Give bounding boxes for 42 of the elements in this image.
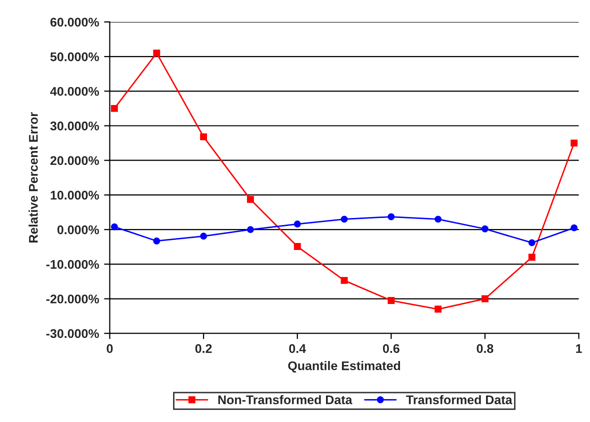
point (340, 276, 348, 284)
y-tick-label: -30.000% (46, 329, 99, 338)
x-tick-label: 0.2 (195, 344, 212, 353)
x-tick-label: 0.6 (382, 344, 400, 353)
point (246, 226, 254, 234)
y-tick-label: 40.000% (50, 86, 99, 96)
point (482, 225, 488, 232)
legend-label: Transformed Data (406, 395, 512, 404)
point (246, 196, 254, 203)
point (200, 232, 208, 240)
y-tick-label: 0.000% (57, 225, 99, 234)
x-axis-title: Quantile Estimated (288, 361, 400, 373)
y-tick-label: 10.000% (50, 190, 99, 200)
y-tick-label: -10.000% (46, 260, 99, 269)
point (388, 297, 395, 304)
point (153, 238, 160, 244)
y-tick-label: 60.000% (50, 18, 99, 27)
legend-label: Non-Transformed Data (218, 395, 352, 404)
point (153, 50, 160, 57)
x-tick-label: 1 (576, 344, 582, 353)
x-tick-label: 0.8 (476, 344, 494, 353)
y-tick-label: -20.000% (46, 294, 99, 304)
point (482, 295, 488, 302)
point (528, 239, 536, 246)
point (110, 104, 118, 112)
x-tick-label: 0.4 (289, 344, 306, 353)
point (434, 216, 442, 223)
point (200, 133, 208, 140)
point (388, 213, 395, 220)
point (294, 243, 301, 250)
y-axis-title: Relative Percent Error (28, 112, 38, 242)
point (434, 306, 442, 313)
y-tick-label: 30.000% (50, 122, 99, 130)
x-tick-label: 0 (106, 344, 113, 353)
point (340, 216, 348, 223)
point (570, 140, 578, 147)
point (294, 220, 301, 228)
point (110, 223, 118, 230)
y-tick-label: 20.000% (50, 156, 99, 166)
point (528, 254, 536, 261)
point (570, 224, 578, 232)
y-tick-label: 50.000% (50, 52, 99, 62)
